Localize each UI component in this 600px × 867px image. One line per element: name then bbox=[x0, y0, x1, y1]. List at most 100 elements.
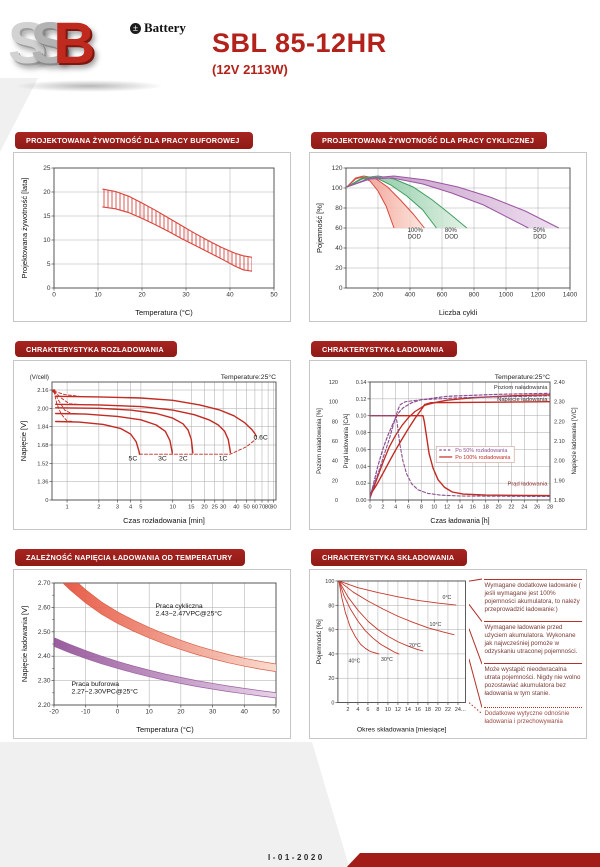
svg-text:1: 1 bbox=[65, 505, 68, 511]
svg-text:60: 60 bbox=[328, 627, 334, 633]
ssb-logo: SSB ± Battery bbox=[8, 8, 200, 94]
svg-text:20: 20 bbox=[138, 291, 146, 298]
svg-text:5: 5 bbox=[47, 261, 51, 268]
svg-text:0: 0 bbox=[52, 291, 56, 298]
svg-text:2.70: 2.70 bbox=[38, 580, 51, 587]
svg-text:4: 4 bbox=[394, 505, 397, 511]
svg-text:80: 80 bbox=[265, 505, 271, 511]
svg-text:50: 50 bbox=[270, 291, 278, 298]
svg-text:20: 20 bbox=[332, 478, 338, 484]
svg-text:0: 0 bbox=[45, 498, 48, 504]
svg-text:30: 30 bbox=[220, 505, 226, 511]
svg-text:Po 100% rozładowania: Po 100% rozładowania bbox=[455, 455, 510, 461]
svg-text:2.30: 2.30 bbox=[554, 400, 565, 406]
storage-connector-lines bbox=[469, 578, 483, 714]
svg-text:1.90: 1.90 bbox=[554, 478, 565, 484]
logo-letter: S bbox=[8, 11, 47, 76]
svg-text:2.16: 2.16 bbox=[37, 388, 48, 394]
svg-text:4: 4 bbox=[129, 505, 133, 511]
svg-text:40: 40 bbox=[241, 708, 249, 715]
svg-text:0.06: 0.06 bbox=[356, 447, 367, 453]
panel-buffer-life: PROJEKTOWANA ŻYWOTNOŚĆ DLA PRACY BUFOROW… bbox=[13, 130, 291, 322]
svg-text:Temperature:25°C: Temperature:25°C bbox=[495, 373, 550, 381]
svg-text:2.27~2.30VPC@25°C: 2.27~2.30VPC@25°C bbox=[71, 687, 138, 695]
svg-text:1200: 1200 bbox=[531, 291, 546, 298]
logo-brand-text: Battery bbox=[144, 20, 186, 35]
svg-text:0.14: 0.14 bbox=[356, 380, 367, 386]
svg-text:...: ... bbox=[461, 707, 466, 713]
panel-title-buffer-life: PROJEKTOWANA ŻYWOTNOŚĆ DLA PRACY BUFOROW… bbox=[15, 132, 253, 149]
svg-text:12: 12 bbox=[395, 707, 401, 713]
storage-note-1: Wymagane dodatkowe ładowanie ( jeśli wym… bbox=[484, 578, 582, 615]
svg-text:10: 10 bbox=[43, 237, 51, 244]
svg-text:Temperature:25°C: Temperature:25°C bbox=[221, 373, 276, 381]
svg-text:600: 600 bbox=[437, 291, 448, 298]
page-subtitle: (12V 2113W) bbox=[212, 62, 288, 77]
svg-text:6: 6 bbox=[407, 505, 410, 511]
panel-charging: CHRAKTERYSTYKA ŁADOWANIA 0 2 4 6 8 10 12 14 16 18… bbox=[309, 339, 587, 530]
svg-text:30: 30 bbox=[182, 291, 190, 298]
svg-text:0: 0 bbox=[368, 505, 371, 511]
svg-text:0: 0 bbox=[339, 285, 343, 292]
svg-text:80%: 80% bbox=[445, 228, 458, 234]
chart-storage: 2 4 6 8 10 12 14 16 18 20 22 24 0 20 40 60 80 100 40°C 30°C… bbox=[309, 568, 587, 739]
svg-text:Napięcie ładowania [V]: Napięcie ładowania [V] bbox=[20, 605, 29, 681]
svg-text:0: 0 bbox=[116, 708, 120, 715]
svg-text:3: 3 bbox=[116, 505, 119, 511]
svg-text:25: 25 bbox=[43, 165, 51, 172]
svg-text:8: 8 bbox=[376, 707, 379, 713]
panel-title-discharge: CHRAKTERYSTYKA ROZŁADOWANIA bbox=[15, 340, 177, 357]
panel-temp-voltage: ZALEŻNOŚĆ NAPIĘCIA ŁADOWANIA OD TEMPERAT… bbox=[13, 547, 291, 739]
svg-text:26: 26 bbox=[534, 505, 540, 511]
svg-text:0.08: 0.08 bbox=[356, 431, 367, 437]
svg-text:0.04: 0.04 bbox=[356, 464, 367, 470]
svg-text:DOD: DOD bbox=[445, 234, 459, 240]
chart-canvas-charge: 0 2 4 6 8 10 12 14 16 18 20 22 24 26 280.000.020.040.0… bbox=[317, 373, 578, 525]
logo-letter: B bbox=[53, 11, 96, 76]
storage-layout: 2 4 6 8 10 12 14 16 18 20 22 24 0 20 40 60 80 100 40°C 30°C… bbox=[314, 575, 582, 735]
chart-discharge: 1 2 3 4 5 10 15 20 25 30 40 50 60 70 80 90 0 1.36 1.52 1.68… bbox=[13, 360, 291, 530]
svg-text:2.40: 2.40 bbox=[554, 380, 565, 386]
chart-cycle-life: 200 400 600 800 1000 1200 1400 0 20 40 60 80 100 120 1… bbox=[309, 151, 587, 322]
svg-text:1.80: 1.80 bbox=[554, 498, 565, 504]
svg-text:1000: 1000 bbox=[499, 291, 514, 298]
svg-text:2: 2 bbox=[97, 505, 100, 511]
svg-text:25: 25 bbox=[212, 505, 218, 511]
svg-text:1.52: 1.52 bbox=[37, 461, 48, 467]
svg-text:2.20: 2.20 bbox=[38, 702, 51, 709]
svg-text:0: 0 bbox=[335, 498, 338, 504]
svg-text:80: 80 bbox=[328, 603, 334, 609]
panel-cycle-life: PROJEKTOWANA ŻYWOTNOŚĆ DLA PRACY CYKLICZ… bbox=[309, 130, 587, 322]
logo-brand: ± Battery bbox=[130, 20, 186, 36]
svg-text:40: 40 bbox=[328, 651, 334, 657]
svg-text:8: 8 bbox=[420, 505, 423, 511]
svg-text:1400: 1400 bbox=[563, 291, 578, 298]
svg-text:70: 70 bbox=[259, 505, 265, 511]
svg-text:5C: 5C bbox=[129, 455, 138, 462]
svg-text:20: 20 bbox=[177, 708, 185, 715]
svg-text:Projektowana żywotność [lata]: Projektowana żywotność [lata] bbox=[20, 177, 29, 278]
svg-text:12: 12 bbox=[444, 505, 450, 511]
svg-text:40: 40 bbox=[335, 245, 343, 252]
svg-text:Czas ładowania [h]: Czas ładowania [h] bbox=[430, 518, 489, 525]
svg-text:20: 20 bbox=[435, 707, 441, 713]
svg-text:10: 10 bbox=[431, 505, 437, 511]
svg-text:6: 6 bbox=[366, 707, 369, 713]
svg-text:90: 90 bbox=[270, 505, 276, 511]
chart-temp-voltage: -20 -10 0 10 20 30 40 50 2.20 2.30 2.40 2.50 2.60 2.7… bbox=[13, 568, 291, 739]
svg-text:400: 400 bbox=[405, 291, 416, 298]
chart-charging: 0 2 4 6 8 10 12 14 16 18 20 22 24 26 28 0.00 0.02 0.04 0.0… bbox=[309, 360, 587, 530]
svg-text:Poziom naładowania [%]: Poziom naładowania [%] bbox=[317, 408, 323, 474]
chart-buffer-life: 0 10 20 30 40 50 0 5 10 15 20 25 Temperatura (°C) Pro… bbox=[13, 151, 291, 322]
chart-canvas-cyclife: 200 400 600 800 1000 1200 1400 0 20 40 60 80 100 120 1… bbox=[315, 165, 578, 317]
svg-text:24: 24 bbox=[455, 707, 461, 713]
svg-text:80: 80 bbox=[332, 419, 338, 425]
svg-text:80: 80 bbox=[335, 205, 343, 212]
svg-text:100%: 100% bbox=[408, 228, 424, 234]
svg-text:Czas rozładowania [min]: Czas rozładowania [min] bbox=[123, 516, 205, 525]
footer-red-bar bbox=[346, 853, 600, 867]
svg-text:Po 50% rozładowania: Po 50% rozładowania bbox=[455, 448, 507, 454]
svg-text:Poziom naładowania: Poziom naładowania bbox=[494, 385, 548, 391]
svg-text:15: 15 bbox=[188, 505, 194, 511]
